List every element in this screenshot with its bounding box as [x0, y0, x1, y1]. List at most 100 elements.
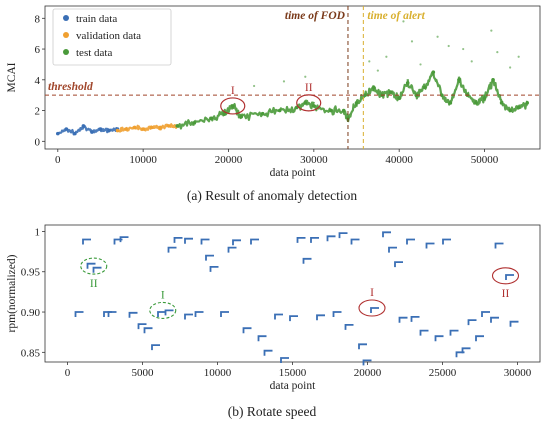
rpm-segment: [143, 327, 153, 334]
rpm-series: [74, 231, 519, 366]
legend-label: train data: [76, 13, 117, 25]
data-point: [482, 96, 487, 101]
data-point: [371, 85, 376, 90]
rpm-segment: [184, 237, 193, 244]
rpm-segment: [263, 349, 273, 356]
outlier-point: [419, 63, 422, 66]
series-trace-segment: [193, 116, 213, 123]
data-point: [260, 111, 265, 116]
panel-a-x-tick-label: 10000: [129, 154, 157, 166]
outlier-point: [517, 55, 520, 58]
rpm-segment: [227, 246, 237, 253]
annotation-label: II: [305, 82, 313, 94]
panel-b-x-tick-label: 20000: [354, 367, 382, 379]
outlier-point: [470, 60, 473, 63]
annotation-ellipse: [358, 299, 386, 317]
panel-a-y-tick-label: 2: [35, 106, 41, 118]
annotation-label: I: [231, 85, 235, 97]
rpm-segment: [302, 257, 312, 264]
data-point: [98, 127, 103, 131]
series-trace-segment: [474, 94, 486, 106]
rpm-segment: [310, 237, 319, 243]
rpm-segment: [410, 316, 420, 322]
series-trace-segment: [210, 110, 225, 122]
rpm-segment: [242, 327, 252, 334]
data-point: [491, 78, 495, 82]
rpm-segment: [344, 324, 354, 330]
series-trace-segment: [432, 71, 443, 96]
rpm-segment: [332, 311, 342, 317]
outlier-point: [376, 69, 379, 72]
rpm-segment: [434, 335, 444, 342]
data-point: [516, 105, 521, 110]
data-point: [192, 121, 197, 125]
panel-a-x-tick-label: 40000: [385, 154, 413, 166]
rpm-segment: [137, 323, 147, 330]
annotation-label: II: [90, 278, 98, 290]
panel-b-x-tick-label: 5000: [132, 367, 155, 379]
data-point: [124, 127, 128, 131]
rpm-segment: [128, 311, 138, 318]
series-trace-segment: [329, 105, 345, 116]
data-point: [431, 70, 436, 74]
outlier-point: [385, 55, 388, 58]
rpm-segment: [74, 311, 84, 317]
rpm-segment: [509, 320, 519, 327]
caption-b: (b) Rotate speed: [228, 404, 317, 419]
rpm-segment: [82, 238, 91, 245]
rpm-segment: [419, 329, 429, 336]
rpm-segment: [449, 329, 459, 336]
data-point: [303, 101, 308, 105]
rpm-segment: [194, 311, 204, 317]
rpm-segment: [184, 313, 193, 320]
rpm-segment: [398, 316, 408, 323]
panel-b-x-tick-label: 0: [65, 367, 71, 379]
rpm-segment: [257, 335, 267, 342]
rpm-segment: [205, 254, 214, 261]
annotation-ellipse: [296, 94, 322, 112]
data-point: [81, 124, 86, 128]
outlier-point: [490, 29, 493, 32]
data-point: [457, 78, 461, 82]
series-test-data: [175, 70, 529, 130]
data-point: [405, 81, 410, 85]
legend-label: test data: [76, 47, 112, 59]
alert-time-label: time of alert: [367, 10, 425, 22]
rpm-segment: [338, 232, 348, 239]
rpm-segment: [107, 311, 117, 317]
outlier-point: [282, 80, 286, 83]
series-trace-segment: [73, 126, 85, 135]
panel-b-y-tick-label: 0.95: [21, 267, 41, 279]
panel-a-y-tick-label: 6: [35, 44, 41, 56]
rpm-segment: [209, 266, 219, 272]
panel-a-x-tick-label: 20000: [215, 154, 243, 166]
rpm-segment: [362, 359, 372, 366]
panel-b-y-tick-label: 1: [35, 226, 41, 238]
rpm-segment: [370, 307, 379, 313]
annotation-label: I: [370, 287, 374, 299]
rpm-segment: [280, 357, 289, 363]
data-point: [397, 96, 401, 101]
series-trace-segment: [261, 106, 281, 118]
panel-b-x-tick-label: 15000: [279, 367, 307, 379]
rpm-segment: [358, 343, 367, 350]
data-point: [312, 104, 316, 108]
series-trace-segment: [424, 71, 435, 91]
rpm-segment: [296, 237, 306, 243]
rpm-segment: [167, 246, 177, 253]
panel-a-plot-frame: [44, 5, 541, 150]
panel-a-y-tick-label: 0: [35, 136, 41, 148]
panel-b-y-tick-label: 0.85: [21, 347, 41, 359]
rpm-segment: [406, 238, 415, 245]
series-validation-data: [115, 123, 180, 133]
panel-a-x-tick-label: 30000: [300, 154, 328, 166]
rpm-segment: [350, 238, 360, 245]
outlier-point: [252, 84, 256, 88]
panel-a-y-tick-label: 4: [35, 75, 41, 87]
panel-b-x-axis-label: data point: [270, 380, 316, 392]
panel-b-plot-frame: [44, 224, 541, 363]
rpm-segment: [250, 238, 259, 245]
rpm-segment: [232, 239, 241, 246]
data-point: [448, 101, 453, 105]
